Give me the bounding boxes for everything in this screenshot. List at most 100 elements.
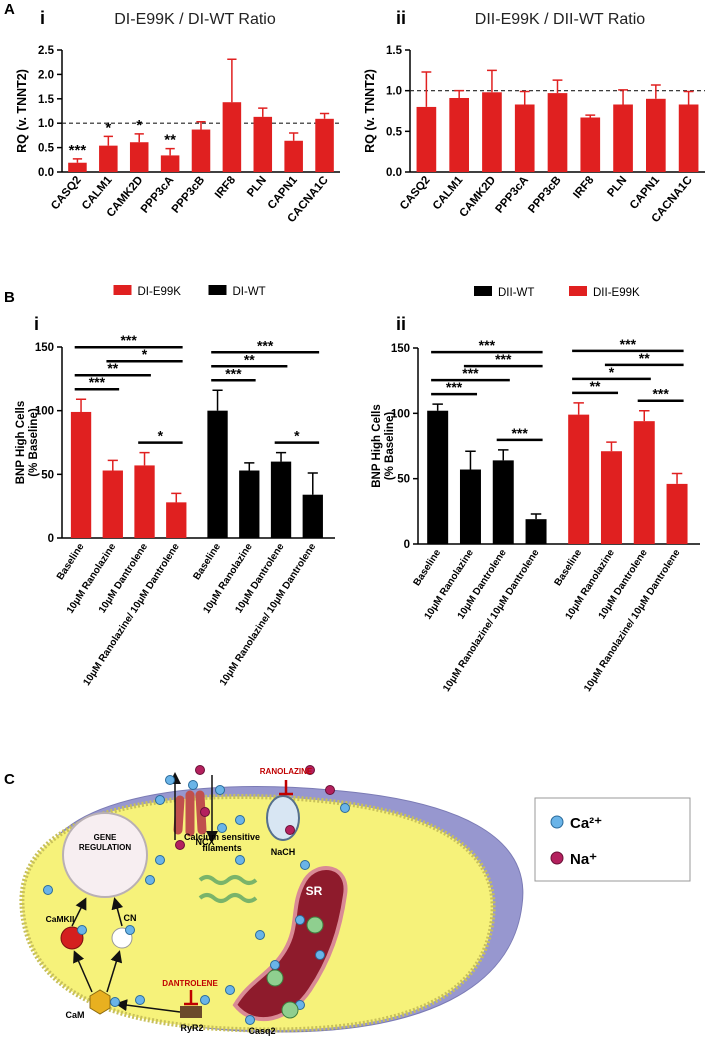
bar [568,414,590,544]
arrow [111,897,124,927]
bar [613,104,633,172]
error-bar [75,398,87,412]
arrow [106,950,123,993]
y-tick-label: 150 [391,343,410,355]
error-bar [618,89,628,105]
y-tick-label: 100 [391,408,410,420]
significance-label: *** [225,365,242,381]
bar [102,470,123,538]
sodium-ion [325,785,335,795]
label: filaments [202,843,242,853]
casq2 [266,969,284,987]
label: CaM [65,1010,84,1020]
bar [678,104,699,172]
error-bar [134,133,144,143]
label: NaCH [271,847,296,857]
error-bar [307,472,318,495]
calcium-ion [188,780,198,790]
subpanel-label: i [34,314,39,334]
chart-title: DII-E99K / DII-WT Ratio [475,11,646,28]
significance-label: ** [639,350,650,366]
y-axis-label: (% Baseline) [28,408,40,477]
nach-channel [266,795,300,841]
significance-label: *** [89,374,106,390]
x-tick-label: PLN [605,174,629,199]
legend-swatch [113,285,132,295]
bar [70,411,92,538]
subpanel-label: i [40,8,45,28]
error-bar [606,441,617,452]
ryr2 [180,1006,202,1018]
calcium-ion [217,823,227,833]
bar [270,461,292,538]
significance-label: * [142,346,148,362]
significance-label: ** [244,351,255,367]
y-axis-label: (% Baseline) [384,412,396,481]
error-bar [72,158,83,163]
calcium-ion [145,875,155,885]
error-bar [530,513,542,520]
calcium-ion [295,915,305,925]
y-tick-label: 0.0 [386,167,402,179]
legend-label: DII-E99K [593,287,640,299]
bar [315,118,334,172]
y-tick-label: 2.5 [38,45,55,57]
bar [600,451,622,544]
camkii [60,926,84,950]
bar [514,104,535,172]
error-bar [573,402,584,415]
error-bar [487,69,497,93]
error-bar [319,112,330,119]
bar [449,97,469,172]
error-bar [275,451,287,462]
bar [525,519,547,544]
significance-label: *** [462,365,479,381]
bar [207,410,228,538]
calcium-ion [300,860,310,870]
error-bar [227,58,237,103]
y-axis-label: BNP High Cells [15,401,27,485]
bar [191,129,211,172]
y-tick-label: 100 [35,406,54,418]
ncx-channel [173,790,207,837]
bar [99,145,118,172]
significance-label: ** [590,378,601,394]
label: GENE [94,833,117,842]
panel-label: A [4,1,15,18]
legend-label: DI-E99K [138,286,182,298]
legend-swatch [550,851,564,865]
drug-label: DANTROLENE [162,979,218,988]
y-tick-label: 50 [397,474,410,486]
sodium-ion [200,807,210,817]
sodium-ion [285,825,295,835]
legend-swatch [474,286,492,296]
legend-label: Na⁺ [570,851,597,868]
legend-label: DI-WT [233,286,266,298]
calcium-ion [340,803,350,813]
calcium-ion [155,855,165,865]
arrow [71,897,87,927]
legend-swatch [208,285,227,295]
label: NCX [195,837,214,847]
significance-label: *** [511,425,528,441]
x-tick-label: PPP3cB [170,174,208,216]
filaments [198,875,258,903]
calcium-ion [125,925,135,935]
significance-label: *** [69,142,87,159]
sodium-ion [175,840,185,850]
calcium-ion [165,775,175,785]
significance-label: ** [164,132,176,149]
x-tick-label: Baseline [191,541,223,582]
bar [284,140,303,172]
label: SR [306,884,323,898]
error-bar [454,89,465,98]
error-bar [465,450,476,470]
x-tick-label: PLN [245,174,269,199]
y-tick-label: 2.0 [38,69,54,81]
x-tick-label: Baseline [55,541,87,582]
calcium-ion [235,815,245,825]
error-bar [639,409,650,422]
y-tick-label: 0.5 [386,126,403,138]
bar [129,142,149,172]
